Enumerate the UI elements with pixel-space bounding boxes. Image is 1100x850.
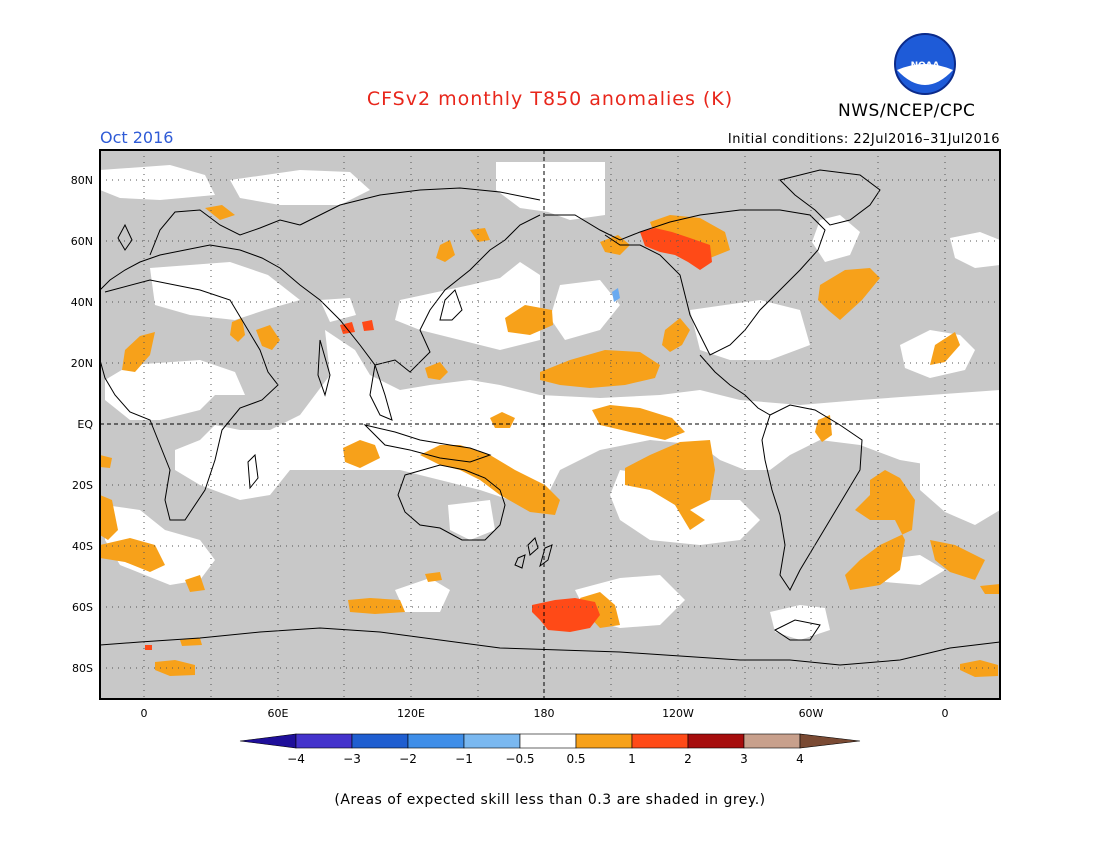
lat-label: 20N <box>71 357 93 370</box>
page-title: CFSv2 monthly T850 anomalies (K) <box>366 88 734 110</box>
lon-label: 60W <box>799 707 824 720</box>
colorbar-swatch <box>575 733 633 749</box>
colorbar-label: −4 <box>287 752 305 766</box>
map-plot-area <box>99 149 1001 700</box>
colorbar-label: −2 <box>399 752 417 766</box>
lon-label: 180 <box>534 707 555 720</box>
colorbar-swatch <box>631 733 689 749</box>
lat-label: 20S <box>72 479 93 492</box>
initial-conditions: Initial conditions: 22Jul2016–31Jul2016 <box>727 132 1000 147</box>
colorbar-label: −3 <box>343 752 361 766</box>
lon-axis: 0 60E 120E 180 120W 60W 0 <box>141 707 949 720</box>
lat-label: 80S <box>72 662 93 675</box>
equator-dateline <box>100 150 1000 699</box>
lat-label: 60S <box>72 601 93 614</box>
lon-label: 120E <box>397 707 425 720</box>
colorbar-swatch <box>295 733 353 749</box>
lon-label: 60E <box>268 707 289 720</box>
noaa-logo-text: NOAA <box>911 61 940 71</box>
noaa-logo: NOAA <box>894 33 956 95</box>
gridlines <box>100 150 1000 699</box>
lon-label: 0 <box>141 707 148 720</box>
anomaly-map: NOAA <box>71 33 1001 766</box>
forecast-month: Oct 2016 <box>100 128 174 147</box>
colorbar-label: −0.5 <box>505 752 534 766</box>
footnote: (Areas of expected skill less than 0.3 a… <box>334 792 766 808</box>
colorbar-arrow-left <box>239 733 297 749</box>
colorbar-label: −1 <box>455 752 473 766</box>
colorbar-swatch <box>407 733 465 749</box>
colorbar-swatch <box>351 733 409 749</box>
org-label: NWS/NCEP/CPC <box>838 101 976 121</box>
map-frame <box>99 149 1001 700</box>
lon-label: 120W <box>662 707 694 720</box>
colorbar-swatch <box>687 733 745 749</box>
colorbar-label: 0.5 <box>566 752 585 766</box>
lat-label: 40S <box>72 540 93 553</box>
colorbar-swatch <box>519 733 577 749</box>
lat-label: EQ <box>77 418 93 431</box>
colorbar-label: 4 <box>796 752 804 766</box>
colorbar-arrow-right <box>799 733 861 749</box>
colorbar-label: 2 <box>684 752 692 766</box>
lat-axis: 80N 60N 40N 20N EQ 20S 40S 60S 80S <box>71 174 94 675</box>
lat-label: 60N <box>71 235 93 248</box>
lat-label: 40N <box>71 296 93 309</box>
colorbar: −4 −3 −2 −1 −0.5 0.5 1 2 3 4 <box>239 733 861 766</box>
colorbar-swatch <box>743 733 801 749</box>
colorbar-swatch <box>463 733 521 749</box>
colorbar-label: 1 <box>628 752 636 766</box>
lon-label: 0 <box>942 707 949 720</box>
colorbar-label: 3 <box>740 752 748 766</box>
coastlines <box>99 169 1001 666</box>
cool-anomaly <box>612 288 620 302</box>
lat-label: 80N <box>71 174 93 187</box>
